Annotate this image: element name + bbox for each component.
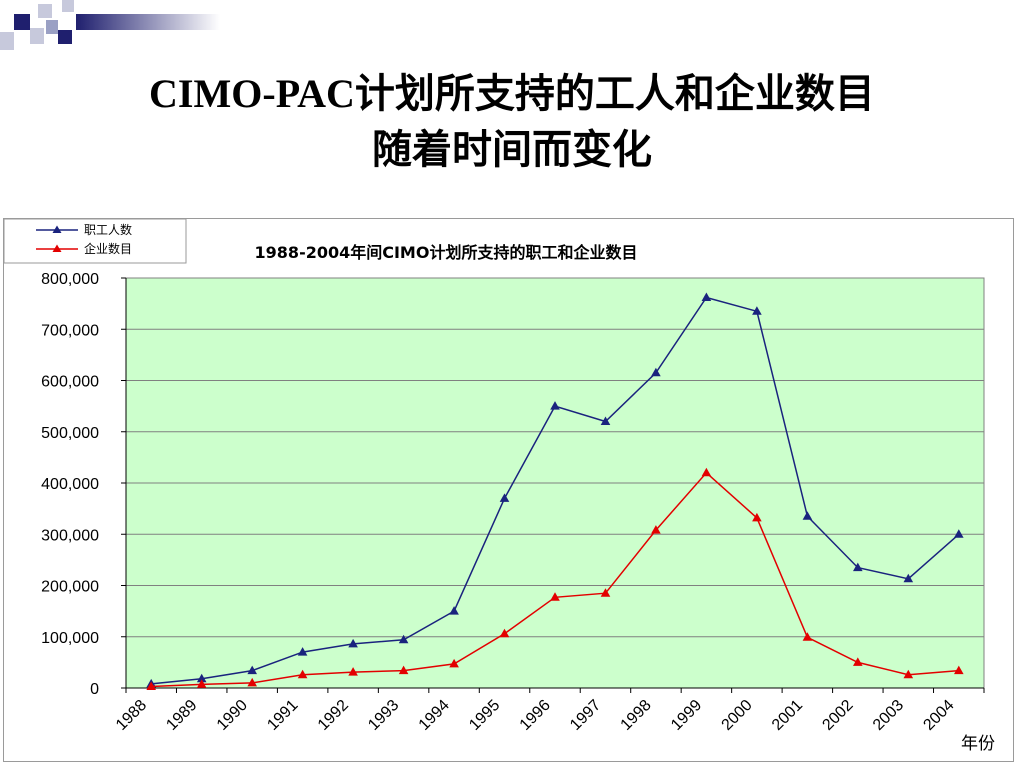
x-tick-label: 1988 [113, 697, 150, 734]
slide-title: CIMO-PAC计划所支持的工人和企业数目 随着时间而变化 [0, 66, 1024, 178]
data-point-workers [903, 573, 914, 583]
data-point-workers [297, 647, 308, 656]
x-tick-label: 2004 [920, 697, 957, 734]
legend-box [3, 218, 187, 264]
slide-title-line-2: 随着时间而变化 [372, 127, 652, 172]
data-point-companies [600, 588, 611, 597]
data-point-companies [752, 512, 762, 522]
x-tick-label: 1994 [416, 697, 453, 734]
y-tick-label: 700,000 [41, 322, 99, 339]
x-tick-label: 2000 [719, 697, 756, 734]
legend-label-workers: 职工人数 [84, 222, 132, 237]
x-tick-label: 2001 [769, 697, 806, 734]
y-tick-label: 100,000 [41, 630, 99, 647]
data-point-workers [348, 638, 358, 648]
grid-lines [126, 328, 984, 638]
data-point-companies [802, 632, 813, 641]
legend-label-companies: 企业数目 [84, 241, 132, 256]
data-point-workers [701, 292, 712, 301]
data-point-workers [247, 665, 257, 675]
x-tick-label: 1998 [618, 697, 655, 734]
x-tick-label: 1992 [315, 697, 352, 734]
legend-marker-workers [52, 225, 62, 233]
x-tick-label: 1999 [668, 697, 705, 734]
data-point-companies [954, 665, 964, 675]
x-tick-label: 1995 [466, 697, 503, 734]
data-point-workers [600, 416, 611, 425]
legend-marker-companies [52, 244, 62, 252]
x-tick-label: 1990 [214, 697, 251, 734]
y-tick-label: 600,000 [41, 374, 99, 391]
data-point-companies [550, 592, 560, 601]
data-point-workers [651, 367, 661, 377]
chart-title: 1988-2004年间CIMO计划所支持的职工和企业数目 [255, 243, 638, 262]
data-point-companies [903, 669, 914, 679]
deco-block [58, 30, 72, 44]
data-point-companies [449, 658, 459, 668]
data-point-companies [499, 628, 510, 638]
corner-decoration [0, 0, 220, 50]
data-point-workers [853, 562, 863, 572]
data-point-companies [146, 681, 156, 690]
data-point-workers [449, 606, 459, 615]
y-tick-label: 500,000 [41, 425, 99, 442]
x-tick-label: 2002 [819, 697, 856, 734]
deco-block [46, 20, 58, 34]
x-tick-label: 2003 [870, 697, 907, 734]
series-layer [146, 292, 964, 690]
data-point-workers [499, 493, 510, 502]
data-point-companies [651, 525, 661, 534]
data-point-workers [802, 511, 813, 520]
data-point-companies [348, 667, 358, 676]
y-tick-label: 800,000 [41, 271, 99, 288]
x-axis-label: 年份 [961, 734, 995, 754]
data-point-companies [853, 657, 863, 666]
y-tick-label: 300,000 [41, 527, 99, 544]
y-tick-label: 0 [90, 681, 99, 698]
deco-block [0, 32, 14, 50]
deco-block [30, 28, 44, 44]
x-tick-label: 1997 [567, 697, 604, 734]
x-tick-label: 1993 [365, 697, 402, 734]
data-point-workers [550, 401, 560, 410]
deco-block [14, 14, 30, 30]
data-point-companies [398, 665, 409, 675]
x-tick-label: 1991 [264, 697, 301, 734]
slide-title-line-1: CIMO-PAC计划所支持的工人和企业数目 [149, 71, 875, 116]
data-point-companies [297, 669, 308, 679]
data-point-workers [196, 673, 207, 683]
data-point-companies [247, 677, 257, 687]
y-tick-label: 400,000 [41, 476, 99, 493]
data-point-workers [954, 529, 964, 538]
deco-block [38, 4, 52, 18]
y-tick-label: 200,000 [41, 579, 99, 596]
data-point-workers [398, 634, 409, 644]
x-axis: 1988 1989 1990 1991 1992 1993 1994 1995 1996 1997… [113, 687, 985, 734]
x-tick-label: 1996 [517, 697, 554, 734]
data-point-companies [196, 679, 207, 688]
data-point-companies [701, 467, 712, 477]
data-point-workers [752, 306, 762, 315]
deco-block [62, 0, 74, 12]
y-axis: 0 100,000 200,000 300,000 400,000 500,000 600,… [41, 271, 127, 698]
x-tick-label: 1989 [163, 697, 200, 734]
legend: 职工人数 企业数目 [3, 218, 187, 264]
deco-gradient-bar [76, 14, 220, 30]
